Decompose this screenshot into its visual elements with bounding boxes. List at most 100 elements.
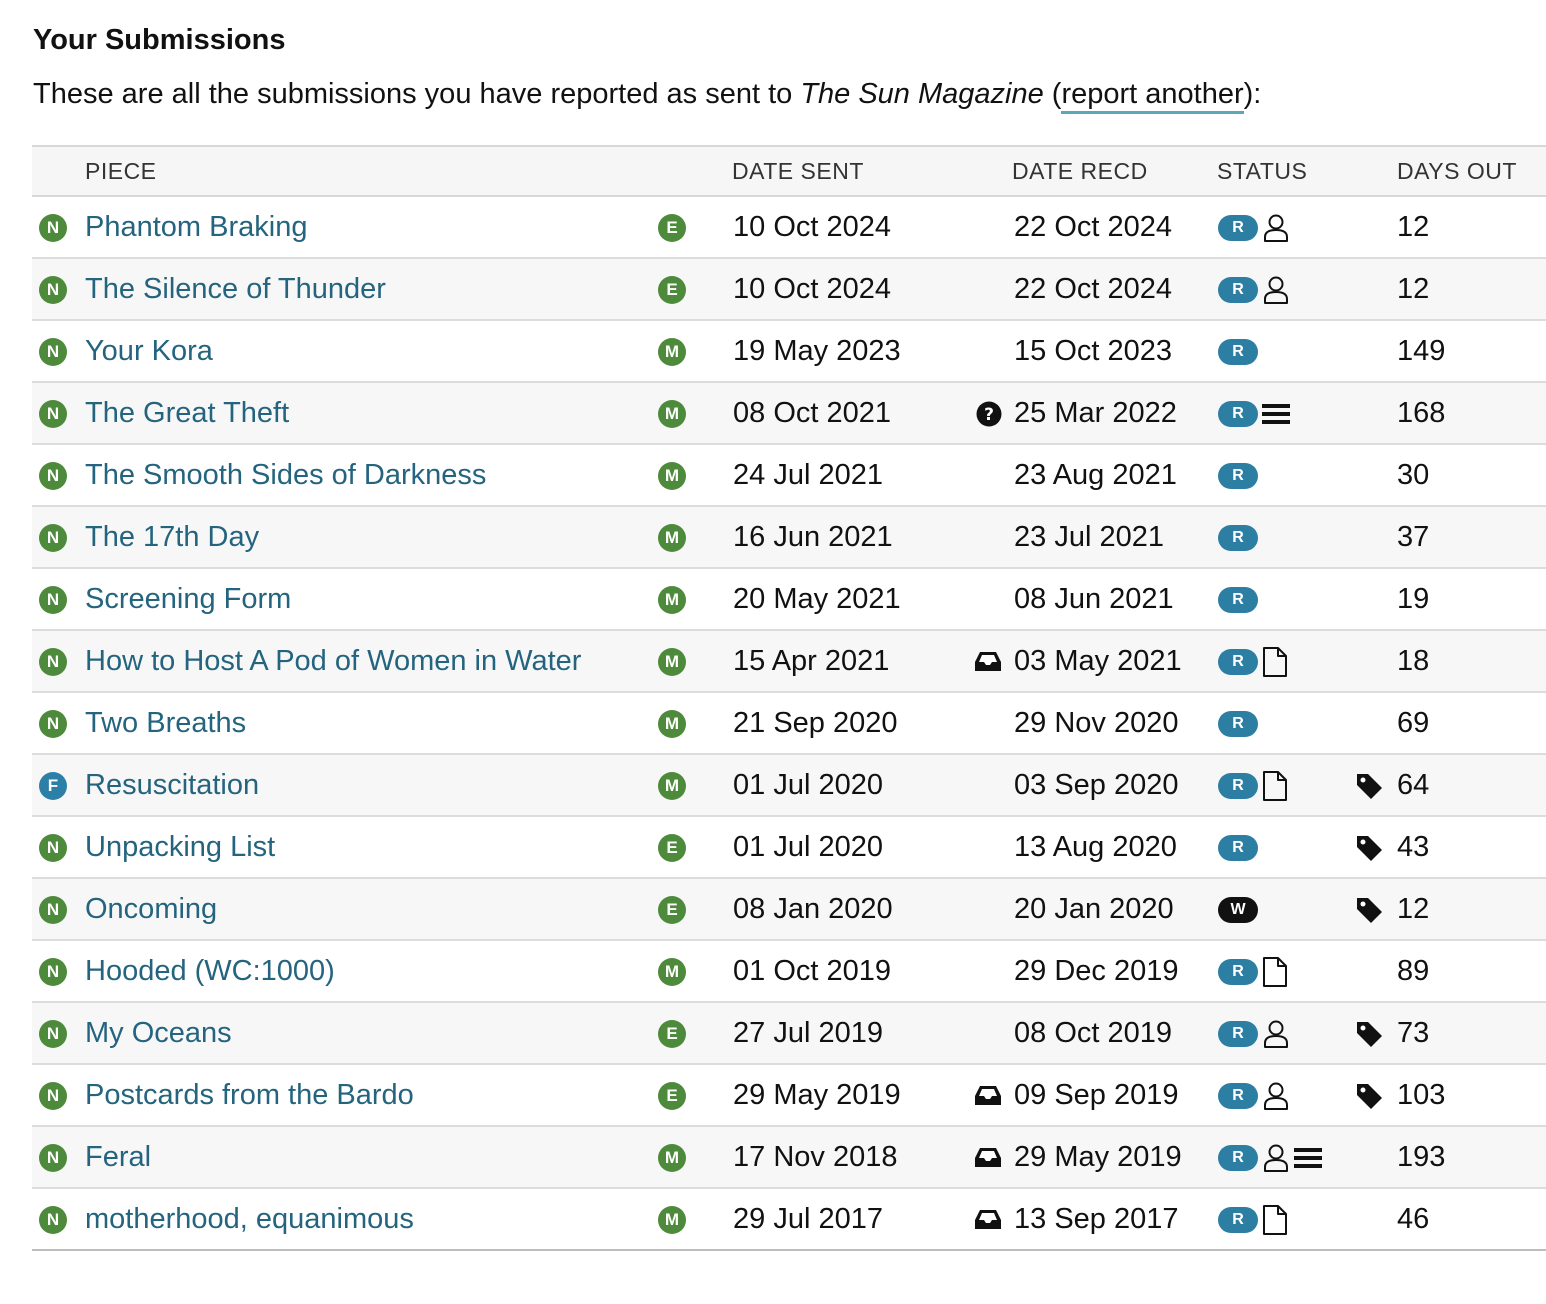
days-out: 43 — [1397, 830, 1430, 863]
status-badge[interactable]: R — [1218, 586, 1258, 613]
inbox-icon[interactable] — [974, 1084, 1002, 1108]
date-sent: 10 Oct 2024 — [733, 272, 891, 305]
status-badge[interactable]: R — [1218, 1020, 1258, 1047]
genre-badge: M — [658, 957, 686, 986]
genre-badge: M — [658, 399, 686, 428]
genre-badge: M — [658, 1205, 686, 1234]
col-piece[interactable]: PIECE — [85, 157, 157, 184]
table-row[interactable]: N Screening Form M 20 May 2021 08 Jun 20… — [32, 568, 1546, 630]
piece-type-badge: F — [39, 771, 67, 800]
status-badge[interactable]: R — [1218, 1144, 1258, 1171]
genre-badge: E — [658, 275, 686, 304]
table-row[interactable]: N Phantom Braking E 10 Oct 2024 22 Oct 2… — [32, 196, 1546, 258]
piece-type-badge: N — [39, 1081, 67, 1110]
tag-icon[interactable] — [1355, 834, 1383, 862]
days-out: 73 — [1397, 1016, 1430, 1049]
document-icon — [1262, 956, 1288, 987]
date-recd: 13 Sep 2017 — [1014, 1202, 1179, 1235]
piece-title-link[interactable]: Your Kora — [85, 334, 213, 367]
table-row[interactable]: N The Smooth Sides of Darkness M 24 Jul … — [32, 444, 1546, 506]
genre-badge: M — [658, 461, 686, 490]
piece-title-link[interactable]: Feral — [85, 1140, 152, 1173]
status-badge[interactable]: R — [1218, 338, 1258, 365]
days-out: 19 — [1397, 582, 1430, 615]
piece-title-link[interactable]: The Smooth Sides of Darkness — [85, 458, 487, 491]
col-days-out[interactable]: DAYS OUT — [1397, 157, 1517, 184]
piece-title-link[interactable]: Unpacking List — [85, 830, 276, 863]
document-icon — [1262, 770, 1288, 801]
days-out: 149 — [1397, 334, 1446, 367]
piece-title-link[interactable]: My Oceans — [85, 1016, 232, 1049]
table-row[interactable]: N Hooded (WC:1000) M 01 Oct 2019 29 Dec … — [32, 940, 1546, 1002]
piece-title-link[interactable]: motherhood, equanimous — [85, 1202, 414, 1235]
piece-title-link[interactable]: Resuscitation — [85, 768, 260, 801]
tag-icon[interactable] — [1355, 896, 1383, 924]
status-badge[interactable]: W — [1218, 896, 1258, 923]
table-row[interactable]: N Feral M 17 Nov 2018 29 May 2019 R 193 — [32, 1126, 1546, 1188]
col-date-sent[interactable]: DATE SENT — [732, 157, 864, 184]
date-sent: 08 Jan 2020 — [733, 892, 893, 925]
table-row[interactable]: N The 17th Day M 16 Jun 2021 23 Jul 2021… — [32, 506, 1546, 568]
tag-icon[interactable] — [1355, 772, 1383, 800]
tag-icon[interactable] — [1355, 1082, 1383, 1110]
piece-title-link[interactable]: Hooded (WC:1000) — [85, 954, 335, 987]
status-badge[interactable]: R — [1218, 214, 1258, 241]
person-icon — [1262, 1081, 1290, 1111]
piece-title-link[interactable]: Two Breaths — [85, 706, 247, 739]
days-out: 103 — [1397, 1078, 1446, 1111]
piece-title-link[interactable]: The Silence of Thunder — [85, 272, 386, 305]
genre-badge: E — [658, 833, 686, 862]
date-sent: 17 Nov 2018 — [733, 1140, 898, 1173]
status-badge[interactable]: R — [1218, 648, 1258, 675]
piece-title-link[interactable]: The 17th Day — [85, 520, 260, 553]
table-row[interactable]: N Postcards from the Bardo E 29 May 2019… — [32, 1064, 1546, 1126]
piece-title-link[interactable]: Phantom Braking — [85, 210, 308, 243]
genre-badge: M — [658, 647, 686, 676]
table-row[interactable]: N How to Host A Pod of Women in Water M … — [32, 630, 1546, 692]
inbox-icon[interactable] — [974, 650, 1002, 674]
piece-title-link[interactable]: Screening Form — [85, 582, 292, 615]
intro-open-paren: ( — [1043, 78, 1062, 110]
genre-badge: E — [658, 895, 686, 924]
inbox-icon[interactable] — [974, 1208, 1002, 1232]
status-badge[interactable]: R — [1218, 772, 1258, 799]
report-another-link[interactable]: report another — [1061, 78, 1244, 114]
table-row[interactable]: N Two Breaths M 21 Sep 2020 29 Nov 2020 … — [32, 692, 1546, 754]
piece-title-link[interactable]: How to Host A Pod of Women in Water — [85, 644, 582, 677]
date-sent: 08 Oct 2021 — [733, 396, 891, 429]
genre-badge: E — [658, 1081, 686, 1110]
intro-prefix: These are all the submissions you have r… — [33, 78, 801, 110]
status-badge[interactable]: R — [1218, 400, 1258, 427]
inbox-icon[interactable] — [974, 1146, 1002, 1170]
table-row[interactable]: N Oncoming E 08 Jan 2020 20 Jan 2020 W 1… — [32, 878, 1546, 940]
piece-type-badge: N — [39, 957, 67, 986]
table-row[interactable]: N The Silence of Thunder E 10 Oct 2024 2… — [32, 258, 1546, 320]
col-date-recd[interactable]: DATE RECD — [1012, 157, 1148, 184]
status-badge[interactable]: R — [1218, 276, 1258, 303]
piece-title-link[interactable]: Postcards from the Bardo — [85, 1078, 414, 1111]
status-badge[interactable]: R — [1218, 1082, 1258, 1109]
table-row[interactable]: N Unpacking List E 01 Jul 2020 13 Aug 20… — [32, 816, 1546, 878]
status-badge[interactable]: R — [1218, 462, 1258, 489]
genre-badge: M — [658, 709, 686, 738]
status-badge[interactable]: R — [1218, 524, 1258, 551]
question-icon[interactable]: ? — [976, 401, 1002, 427]
status-badge[interactable]: R — [1218, 710, 1258, 737]
date-sent: 27 Jul 2019 — [733, 1016, 883, 1049]
piece-title-link[interactable]: The Great Theft — [85, 396, 290, 429]
piece-title-link[interactable]: Oncoming — [85, 892, 218, 925]
table-row[interactable]: F Resuscitation M 01 Jul 2020 03 Sep 202… — [32, 754, 1546, 816]
status-badge[interactable]: R — [1218, 1206, 1258, 1233]
genre-badge: E — [658, 213, 686, 242]
status-badge[interactable]: R — [1218, 834, 1258, 861]
status-badge[interactable]: R — [1218, 958, 1258, 985]
table-row[interactable]: N motherhood, equanimous M 29 Jul 2017 1… — [32, 1188, 1546, 1250]
table-row[interactable]: N My Oceans E 27 Jul 2019 08 Oct 2019 R … — [32, 1002, 1546, 1064]
table-row[interactable]: N Your Kora M 19 May 2023 15 Oct 2023 R … — [32, 320, 1546, 382]
piece-type-badge: N — [39, 585, 67, 614]
table-row[interactable]: N The Great Theft M 08 Oct 2021 ? 25 Mar… — [32, 382, 1546, 444]
col-status[interactable]: STATUS — [1217, 157, 1308, 184]
days-out: 37 — [1397, 520, 1430, 553]
submissions-table: PIECE DATE SENT DATE RECD STATUS DAYS OU… — [32, 145, 1546, 1251]
tag-icon[interactable] — [1355, 1020, 1383, 1048]
